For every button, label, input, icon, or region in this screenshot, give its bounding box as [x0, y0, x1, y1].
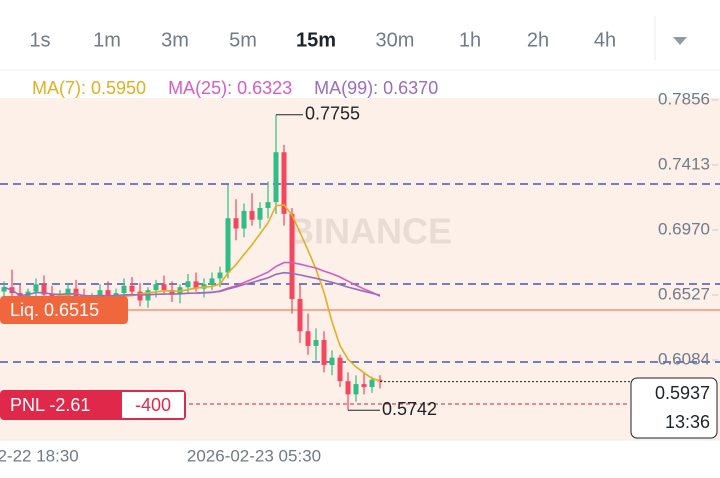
timeframe-tab[interactable]: 2h: [527, 29, 549, 51]
moving-average: [3, 271, 381, 297]
liquidation-tag: [0, 296, 128, 324]
countdown: 13:36: [665, 412, 710, 432]
candle-body: [225, 218, 231, 273]
candle-body: [329, 357, 335, 365]
candle-body: [97, 290, 103, 299]
candle-body: [353, 384, 359, 395]
candle-body: [305, 331, 311, 346]
timeframe-tab[interactable]: 30m: [376, 29, 415, 51]
watermark: BINANCE: [288, 211, 452, 252]
candle-body: [273, 152, 279, 203]
candle-body: [337, 357, 343, 382]
price-box: [630, 377, 718, 439]
candle-body: [321, 340, 327, 365]
pnl-amount-box: [122, 392, 184, 418]
timeframe-tab[interactable]: 1h: [459, 29, 481, 51]
candle-body: [265, 202, 271, 208]
candle-body: [129, 285, 135, 292]
x-tick-label: 02-22 18:30: [0, 446, 79, 465]
candle-body: [137, 291, 143, 301]
candle-body: [161, 284, 167, 291]
x-tick-label: 2026-02-23 05:30: [187, 446, 321, 465]
high-label: 0.7755: [305, 104, 360, 124]
y-tick-label: 0.6970: [658, 219, 710, 238]
candle-body: [169, 290, 175, 295]
timeframe-tab[interactable]: 3m: [161, 29, 189, 51]
y-tick-label: 0.6084: [658, 349, 710, 368]
candle-body: [121, 285, 127, 294]
candle-body: [65, 288, 71, 297]
plot-area: [0, 98, 720, 440]
indicator-label: MA(25): 0.6323: [168, 78, 292, 98]
timeframe-tab[interactable]: 15m: [296, 29, 336, 51]
candle-body: [185, 281, 191, 288]
timeframe-tab[interactable]: 5m: [229, 29, 257, 51]
indicator-label: MA(99): 0.6370: [314, 78, 438, 98]
candle-body: [369, 379, 375, 388]
timeframe-tab[interactable]: 1s: [29, 29, 50, 51]
indicator-label: MA(7): 0.5950: [32, 78, 146, 98]
candle-body: [297, 298, 303, 332]
candle-body: [241, 210, 247, 229]
candle-body: [233, 218, 239, 229]
candle-body: [105, 290, 111, 299]
y-tick-label: 0.7413: [658, 154, 710, 173]
candle-body: [313, 340, 319, 346]
candle-body: [249, 210, 255, 220]
candle-body: [33, 284, 39, 292]
candle-body: [1, 287, 7, 292]
timeframe-tab[interactable]: 4h: [594, 29, 616, 51]
candle-body: [217, 272, 223, 279]
candle-body: [361, 384, 367, 388]
y-tick-label: 0.7856: [658, 89, 710, 108]
candle-body: [41, 284, 47, 295]
candle-body: [209, 278, 215, 285]
liquidation-label: Liq. 0.6515: [10, 300, 99, 320]
candle-body: [193, 281, 199, 289]
y-tick-label: 0.6527: [658, 284, 710, 303]
pnl-amount: -400: [135, 395, 171, 415]
pnl-label: PNL -2.61: [10, 395, 90, 415]
candle-body: [289, 213, 295, 299]
candle-body: [345, 381, 351, 395]
low-label: 0.5742: [382, 399, 437, 419]
timeframe-tab[interactable]: 1m: [93, 29, 121, 51]
candle-body: [153, 284, 159, 291]
candle-body: [281, 152, 287, 214]
toolbar: [0, 0, 720, 70]
dropdown-arrow[interactable]: [673, 37, 687, 45]
candle-body: [257, 207, 263, 220]
price-label: 0.5937: [655, 383, 710, 403]
